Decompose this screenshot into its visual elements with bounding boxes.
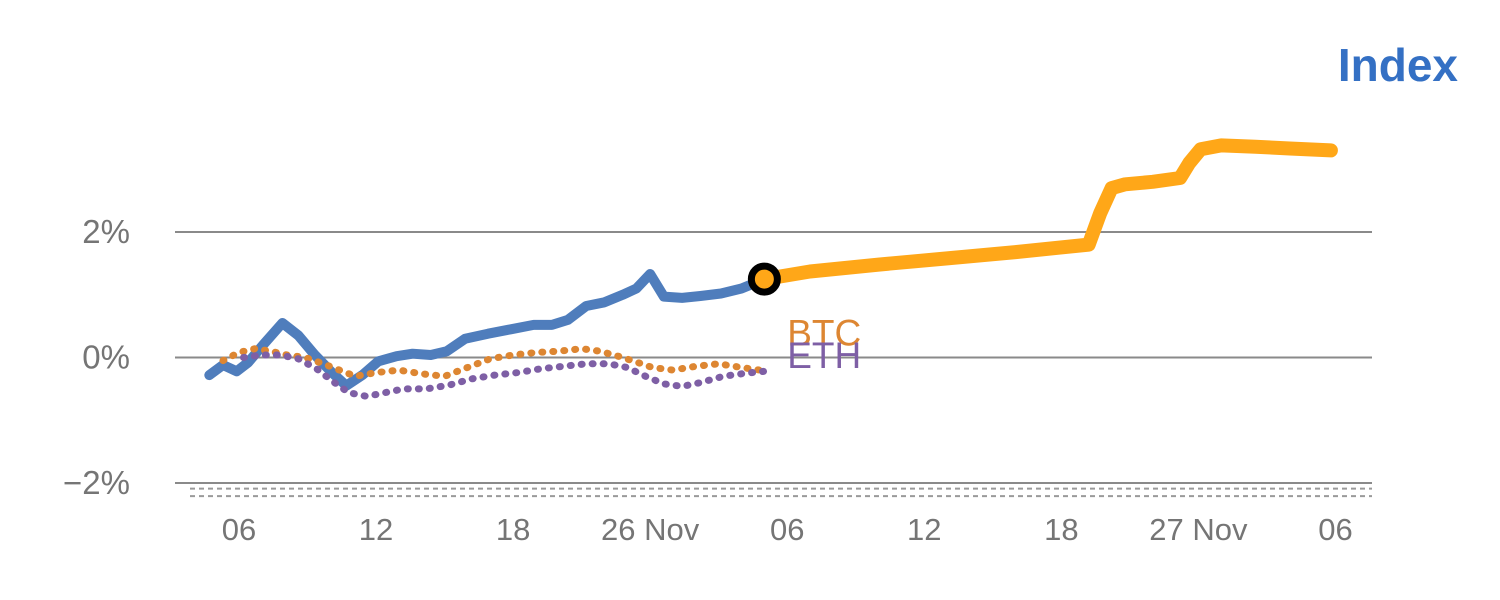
x-tick-label: 06 <box>1318 512 1352 547</box>
series-line-index <box>204 269 770 391</box>
series-line-btc <box>219 345 764 380</box>
y-tick-label: −2% <box>63 464 130 501</box>
current-point-marker[interactable] <box>747 262 781 296</box>
x-tick-label: 06 <box>222 512 256 547</box>
series-label-eth: ETH <box>787 335 861 376</box>
x-tick-label: 12 <box>907 512 941 547</box>
series-label-btc: BTC <box>787 313 861 354</box>
x-tick-label: 12 <box>359 512 393 547</box>
x-tick-label: 27 Nov <box>1149 512 1248 547</box>
chart-title: Index <box>1337 39 1458 91</box>
x-tick-label: 18 <box>496 512 530 547</box>
y-tick-label: 0% <box>82 339 130 376</box>
series-line-index-projection <box>757 138 1338 287</box>
series-line-eth <box>240 351 768 400</box>
x-tick-label: 26 Nov <box>601 512 700 547</box>
x-tick-label: 06 <box>770 512 804 547</box>
y-tick-label: 2% <box>82 213 130 250</box>
x-tick-label: 18 <box>1044 512 1078 547</box>
